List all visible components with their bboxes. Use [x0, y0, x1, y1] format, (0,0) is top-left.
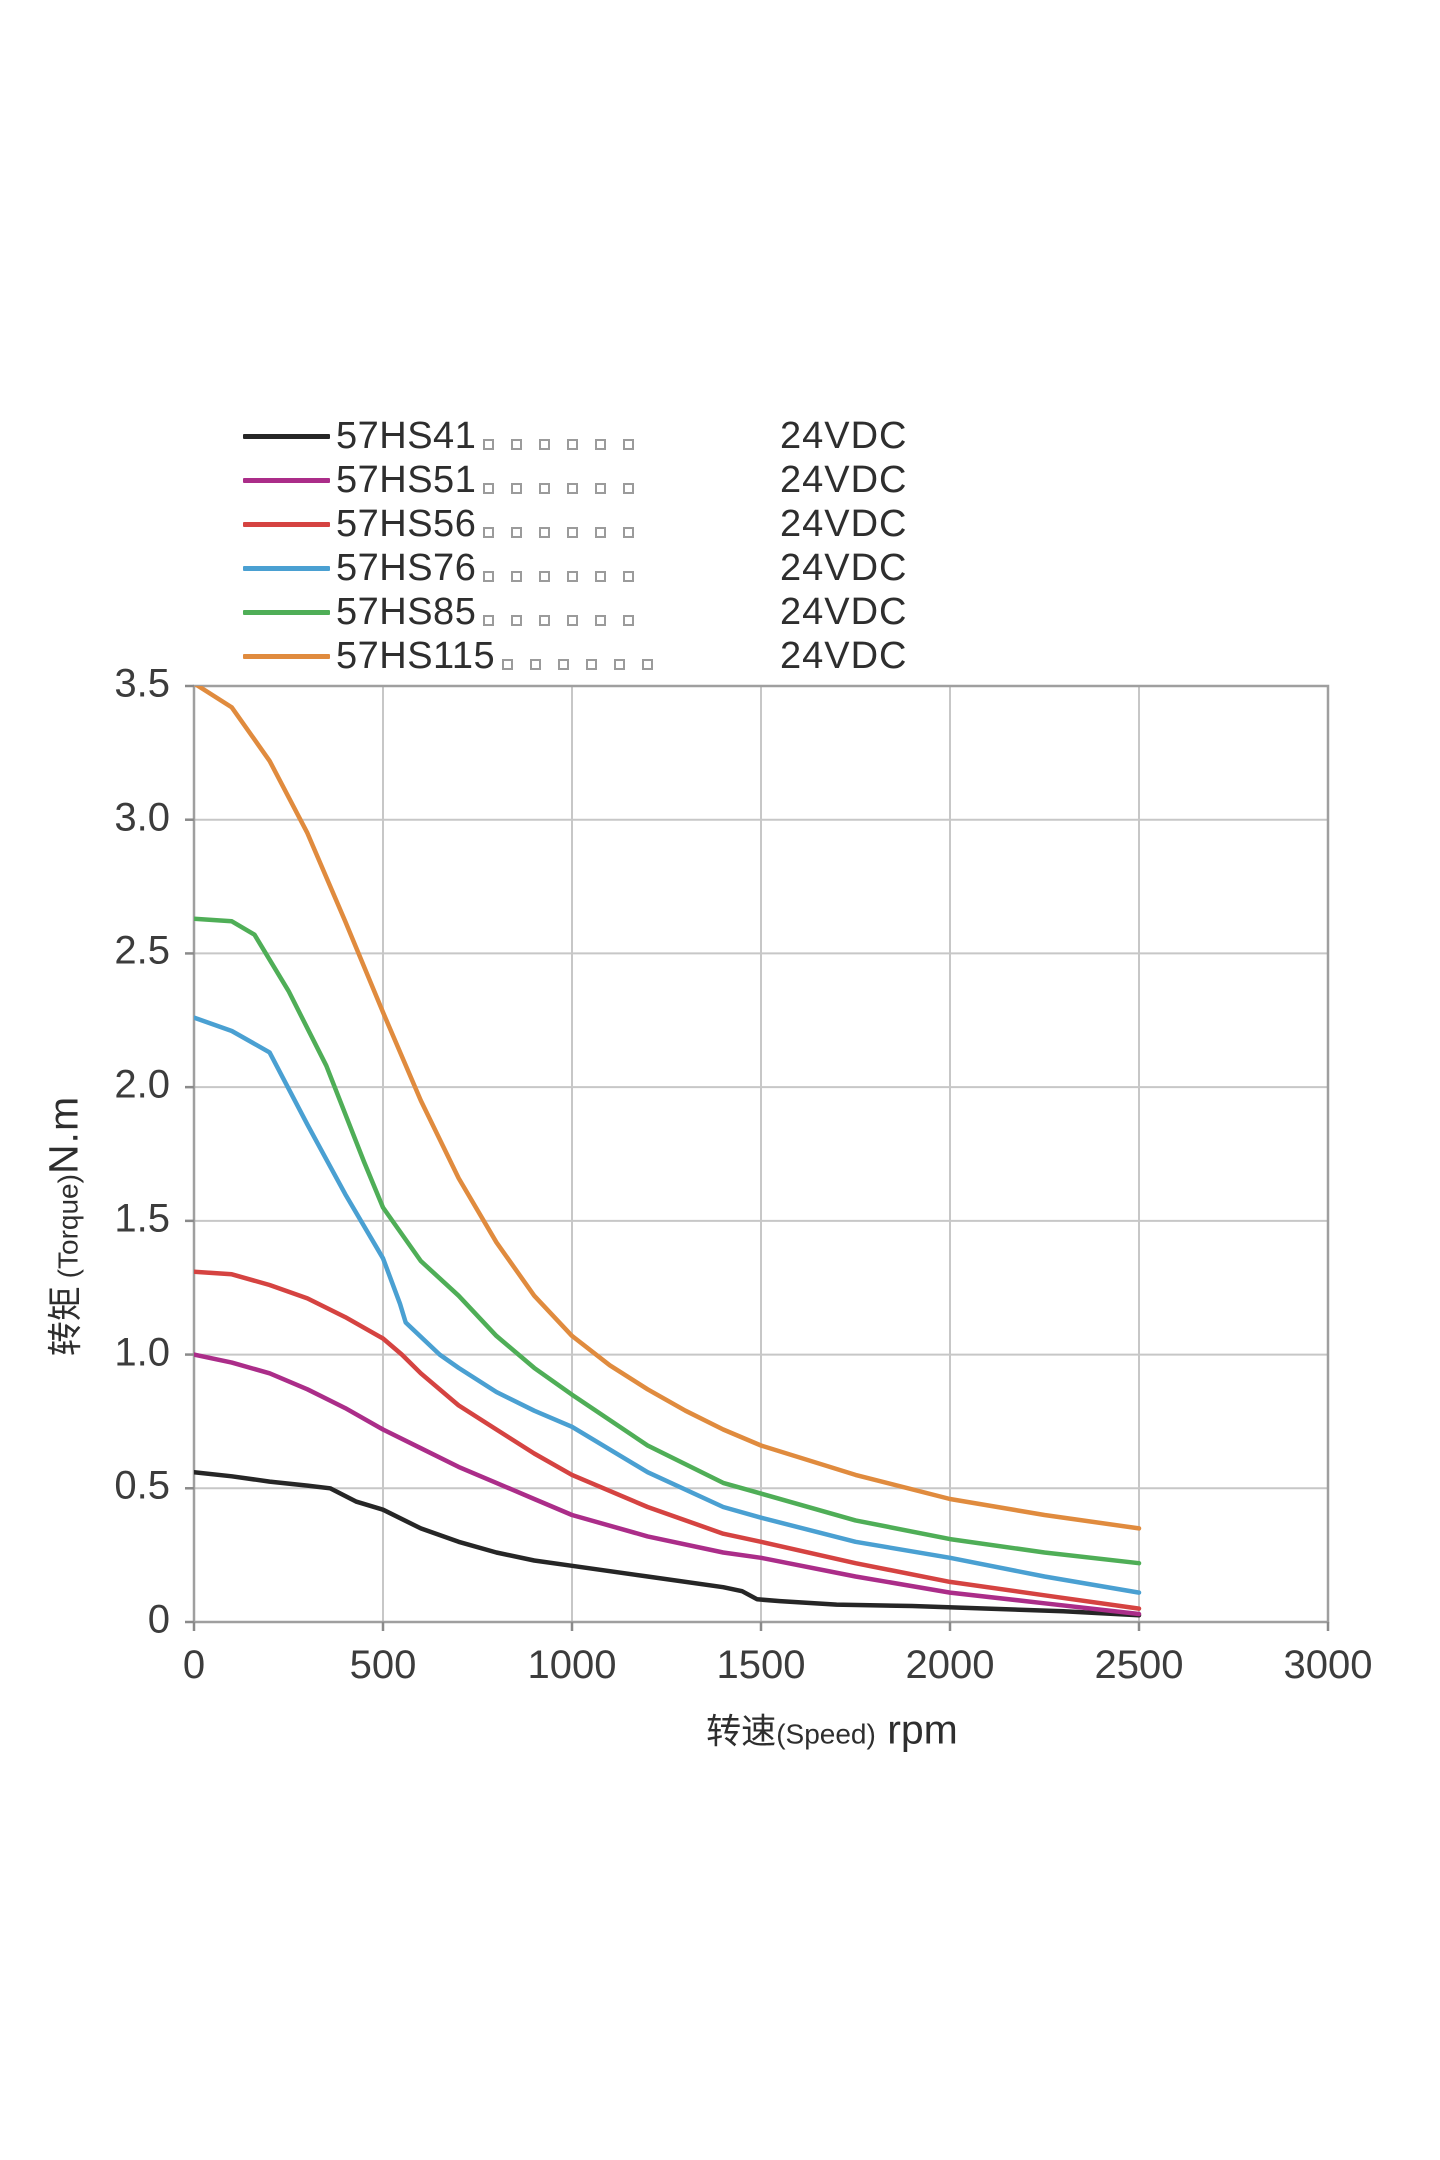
legend-line-sample: [243, 565, 330, 571]
missing-glyph-box: [502, 659, 514, 670]
y-tick-label-2.0: 2.0: [114, 1062, 170, 1107]
x-tick-label-1000: 1000: [527, 1643, 617, 1687]
missing-glyph-box: [539, 483, 551, 494]
x-tick-label-3000: 3000: [1283, 1643, 1373, 1687]
missing-glyph-box: [539, 527, 551, 538]
y-axis-title-unit: N.m: [40, 1095, 87, 1175]
legend-placeholder-glyphs: [483, 483, 635, 494]
y-axis-title-cn: 转矩: [46, 1286, 86, 1357]
missing-glyph-box: [642, 659, 654, 670]
missing-glyph-box: [595, 483, 607, 494]
missing-glyph-box: [558, 659, 570, 670]
x-tick-label-0: 0: [182, 1643, 206, 1687]
missing-glyph-box: [530, 659, 542, 670]
missing-glyph-box: [511, 483, 523, 494]
missing-glyph-box: [623, 615, 635, 626]
x-tick-label-2000: 2000: [905, 1643, 995, 1687]
legend-model-label: 57HS56: [336, 502, 477, 545]
missing-glyph-box: [483, 483, 495, 494]
x-axis-title: 转速(Speed) rpm: [706, 1704, 958, 1755]
x-axis-title-en: (Speed): [776, 1718, 876, 1750]
missing-glyph-box: [511, 571, 523, 582]
missing-glyph-box: [623, 483, 635, 494]
missing-glyph-box: [595, 439, 607, 450]
missing-glyph-box: [567, 615, 579, 626]
missing-glyph-box: [567, 527, 579, 538]
missing-glyph-box: [623, 527, 635, 538]
missing-glyph-box: [567, 439, 579, 450]
legend-line-sample: [243, 521, 330, 527]
legend-voltage-label: 24VDC: [780, 502, 908, 545]
y-tick-label-0.5: 0.5: [114, 1463, 170, 1508]
legend-voltage-label: 24VDC: [780, 590, 908, 633]
legend-placeholder-glyphs: [483, 439, 635, 450]
x-tick-label-1500: 1500: [716, 1643, 806, 1687]
legend-voltage-label: 24VDC: [780, 458, 908, 501]
y-tick-label-0: 0: [147, 1597, 170, 1642]
legend-model-label: 57HS76: [336, 546, 477, 589]
legend-placeholder-glyphs: [483, 527, 635, 538]
missing-glyph-box: [511, 615, 523, 626]
y-tick-label-3.5: 3.5: [114, 661, 170, 706]
legend-line-sample: [243, 653, 330, 659]
missing-glyph-box: [539, 615, 551, 626]
missing-glyph-box: [483, 615, 495, 626]
series-curve-57HS115: [194, 686, 1142, 1531]
legend-row-57HS41: 57HS41 24VDC: [243, 414, 963, 458]
series-curve-57HS76: [194, 1015, 1142, 1595]
legend-row-57HS51: 57HS51 24VDC: [243, 458, 963, 502]
series-curve-57HS51: [194, 1352, 1142, 1617]
legend-voltage-label: 24VDC: [780, 546, 908, 589]
series-curve-57HS85: [194, 916, 1142, 1566]
legend-model-label: 57HS51: [336, 458, 477, 501]
x-tick-label-2500: 2500: [1094, 1643, 1184, 1687]
legend-voltage-label: 24VDC: [780, 414, 908, 457]
legend-line-sample: [243, 477, 330, 483]
legend-row-57HS76: 57HS76 24VDC: [243, 546, 963, 590]
legend-placeholder-glyphs: [502, 659, 654, 670]
legend-placeholder-glyphs: [483, 615, 635, 626]
legend-row-57HS56: 57HS56 24VDC: [243, 502, 963, 546]
missing-glyph-box: [483, 439, 495, 450]
legend-line-sample: [243, 609, 330, 615]
legend-placeholder-glyphs: [483, 571, 635, 582]
legend-line-sample: [243, 433, 330, 439]
y-tick-label-1.0: 1.0: [114, 1330, 170, 1375]
legend-model-label: 57HS41: [336, 414, 477, 457]
missing-glyph-box: [623, 439, 635, 450]
y-axis-title: 转矩 (Torque)N.m: [38, 1096, 89, 1356]
series-curve-57HS56: [194, 1269, 1142, 1611]
missing-glyph-box: [511, 439, 523, 450]
y-tick-label-2.5: 2.5: [114, 929, 170, 974]
missing-glyph-box: [511, 527, 523, 538]
legend-model-label: 57HS85: [336, 590, 477, 633]
x-axis-title-unit: rpm: [875, 1706, 958, 1753]
x-axis-title-cn: 转速: [706, 1712, 777, 1752]
legend-row-57HS85: 57HS85 24VDC: [243, 590, 963, 634]
missing-glyph-box: [595, 571, 607, 582]
y-tick-label-3.0: 3.0: [114, 795, 170, 840]
legend-row-57HS115: 57HS115 24VDC: [243, 634, 963, 678]
missing-glyph-box: [623, 571, 635, 582]
legend: 57HS41 24VDC 57HS51 24VDC 57HS56 24VDC 57HS76 2…: [243, 414, 963, 678]
missing-glyph-box: [567, 483, 579, 494]
missing-glyph-box: [614, 659, 626, 670]
y-axis-title-en: (Torque): [52, 1174, 84, 1287]
legend-model-label: 57HS115: [336, 634, 496, 677]
missing-glyph-box: [539, 571, 551, 582]
missing-glyph-box: [483, 527, 495, 538]
missing-glyph-box: [539, 439, 551, 450]
x-tick-label-500: 500: [349, 1643, 417, 1687]
missing-glyph-box: [595, 527, 607, 538]
y-tick-label-1.5: 1.5: [114, 1196, 170, 1241]
missing-glyph-box: [586, 659, 598, 670]
missing-glyph-box: [567, 571, 579, 582]
missing-glyph-box: [483, 571, 495, 582]
legend-voltage-label: 24VDC: [780, 634, 908, 677]
series-curve-57HS41: [194, 1469, 1142, 1618]
missing-glyph-box: [595, 615, 607, 626]
